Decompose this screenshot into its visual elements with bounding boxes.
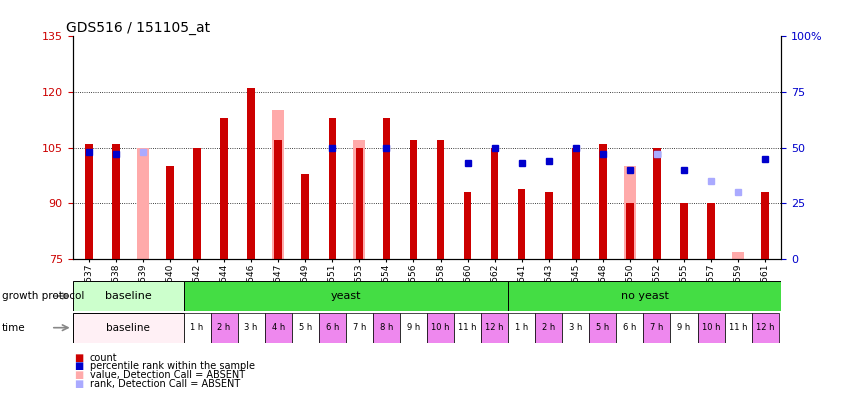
Bar <box>589 313 616 343</box>
Bar <box>561 313 589 343</box>
Text: 11 h: 11 h <box>458 323 476 332</box>
Text: baseline: baseline <box>105 291 151 301</box>
Bar <box>353 140 365 259</box>
Text: 6 h: 6 h <box>623 323 635 332</box>
Bar <box>211 313 237 343</box>
Bar <box>642 313 670 343</box>
Bar <box>73 313 183 343</box>
Text: 1 h: 1 h <box>514 323 528 332</box>
Bar <box>328 118 336 259</box>
Text: 6 h: 6 h <box>325 323 339 332</box>
Text: time: time <box>2 323 26 333</box>
Bar <box>761 192 768 259</box>
Bar <box>731 252 743 259</box>
Text: ■: ■ <box>74 370 84 380</box>
Bar <box>480 313 508 343</box>
Bar <box>680 204 687 259</box>
Text: value, Detection Call = ABSENT: value, Detection Call = ABSENT <box>90 370 245 380</box>
Bar <box>183 281 508 311</box>
Bar <box>318 313 345 343</box>
Bar <box>166 166 173 259</box>
Bar <box>490 148 498 259</box>
Text: rank, Detection Call = ABSENT: rank, Detection Call = ABSENT <box>90 379 240 389</box>
Text: 1 h: 1 h <box>190 323 203 332</box>
Bar <box>625 204 633 259</box>
Text: 5 h: 5 h <box>299 323 311 332</box>
Bar <box>623 166 635 259</box>
Text: 7 h: 7 h <box>352 323 366 332</box>
Text: 12 h: 12 h <box>485 323 503 332</box>
Bar <box>454 313 480 343</box>
Bar <box>237 313 264 343</box>
Text: growth protocol: growth protocol <box>2 291 84 301</box>
Text: 11 h: 11 h <box>728 323 746 332</box>
Text: 8 h: 8 h <box>380 323 392 332</box>
Text: count: count <box>90 352 117 363</box>
Text: baseline: baseline <box>106 323 150 333</box>
Bar <box>653 148 660 259</box>
Bar <box>670 313 697 343</box>
Bar <box>373 313 399 343</box>
Text: 7 h: 7 h <box>649 323 663 332</box>
Bar <box>426 313 454 343</box>
Text: 3 h: 3 h <box>568 323 582 332</box>
Bar <box>697 313 723 343</box>
Text: ■: ■ <box>74 379 84 389</box>
Bar <box>247 88 255 259</box>
Bar <box>544 192 552 259</box>
Bar <box>292 313 318 343</box>
Bar <box>572 148 579 259</box>
Text: 3 h: 3 h <box>244 323 258 332</box>
Bar <box>112 144 119 259</box>
Bar <box>508 281 780 311</box>
Text: 10 h: 10 h <box>701 323 719 332</box>
Text: ■: ■ <box>74 352 84 363</box>
Text: ■: ■ <box>74 361 84 371</box>
Text: 9 h: 9 h <box>676 323 690 332</box>
Text: GDS516 / 151105_at: GDS516 / 151105_at <box>66 21 209 34</box>
Bar <box>409 140 417 259</box>
Bar <box>399 313 426 343</box>
Text: 9 h: 9 h <box>406 323 420 332</box>
Bar <box>136 148 148 259</box>
Bar <box>616 313 642 343</box>
Text: 5 h: 5 h <box>595 323 609 332</box>
Text: 4 h: 4 h <box>271 323 285 332</box>
Text: 10 h: 10 h <box>431 323 450 332</box>
Text: no yeast: no yeast <box>620 291 668 301</box>
Text: 12 h: 12 h <box>755 323 774 332</box>
Text: 2 h: 2 h <box>218 323 230 332</box>
Bar <box>73 281 183 311</box>
Bar <box>85 144 92 259</box>
Bar <box>508 313 535 343</box>
Bar <box>463 192 471 259</box>
Bar <box>751 313 778 343</box>
Bar <box>355 148 363 259</box>
Bar <box>220 118 228 259</box>
Bar <box>274 140 281 259</box>
Bar <box>517 188 525 259</box>
Bar <box>183 313 211 343</box>
Bar <box>193 148 200 259</box>
Text: 2 h: 2 h <box>542 323 554 332</box>
Bar <box>535 313 561 343</box>
Bar <box>706 204 714 259</box>
Bar <box>723 313 751 343</box>
Bar <box>436 140 444 259</box>
Bar <box>301 173 309 259</box>
Bar <box>264 313 292 343</box>
Text: yeast: yeast <box>330 291 361 301</box>
Bar <box>272 110 284 259</box>
Bar <box>345 313 373 343</box>
Text: percentile rank within the sample: percentile rank within the sample <box>90 361 254 371</box>
Bar <box>382 118 390 259</box>
Bar <box>598 144 606 259</box>
